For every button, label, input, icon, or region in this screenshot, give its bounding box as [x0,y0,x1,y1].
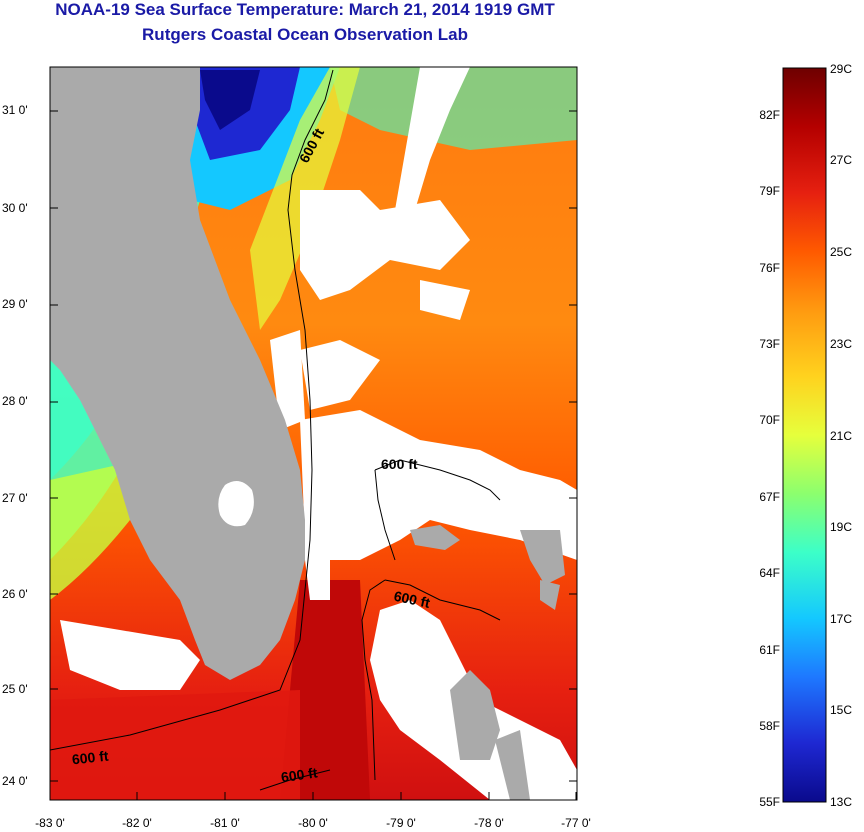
colorbar-c-label: 13C [830,795,853,809]
colorbar-c-label: 23C [830,337,853,351]
colorbar-c-label: 15C [830,703,853,717]
longitude-label: -79 0' [386,816,416,830]
latitude-label: 30 0' [2,201,28,215]
colorbar-c-label: 29C [830,62,853,76]
lake-okeechobee [218,481,254,527]
longitude-label: -80 0' [298,816,328,830]
colorbar-f-label: 61F [759,643,780,657]
contour-label: 600 ft [71,748,109,768]
colorbar-f-label: 58F [759,719,780,733]
latitude-label: 29 0' [2,297,28,311]
latitude-label: 31 0' [2,103,28,117]
longitude-label: -82 0' [122,816,152,830]
colorbar-f-label: 64F [759,566,780,580]
bahamas-land [410,525,460,550]
map-subtitle: Rutgers Coastal Ocean Observation Lab [142,25,468,44]
colorbar-f-label: 70F [759,413,780,427]
latitude-label: 24 0' [2,774,28,788]
florida-land [50,67,305,680]
colorbar-f-label: 76F [759,261,780,275]
map-title: NOAA-19 Sea Surface Temperature: March 2… [55,0,555,19]
latitude-label: 28 0' [2,394,28,408]
colorbar-f-label: 82F [759,108,780,122]
colorbar-c-label: 27C [830,153,853,167]
longitude-label: -83 0' [35,816,65,830]
colorbar-c-label: 19C [830,520,853,534]
contour-label: 600 ft [280,764,319,785]
longitude-label: -81 0' [210,816,240,830]
map-field [50,67,577,800]
colorbar-c-label: 17C [830,612,853,626]
colorbar-c-label: 25C [830,245,853,259]
contour-label: 600 ft [392,588,431,611]
contour-600ft [50,69,501,791]
colorbar [782,67,827,803]
colorbar-f-label: 73F [759,337,780,351]
longitude-label: -77 0' [561,816,591,830]
colorbar-f-label: 67F [759,490,780,504]
colorbar-f-label: 55F [759,795,780,809]
colorbar-f-label: 79F [759,184,780,198]
contour-label: 600 ft [381,456,418,472]
colorbar-c-label: 21C [830,429,853,443]
latitude-label: 26 0' [2,587,28,601]
latitude-label: 25 0' [2,682,28,696]
strait-warm-region [280,580,370,800]
longitude-label: -78 0' [474,816,504,830]
latitude-label: 27 0' [2,491,28,505]
map-ticks [49,110,577,800]
